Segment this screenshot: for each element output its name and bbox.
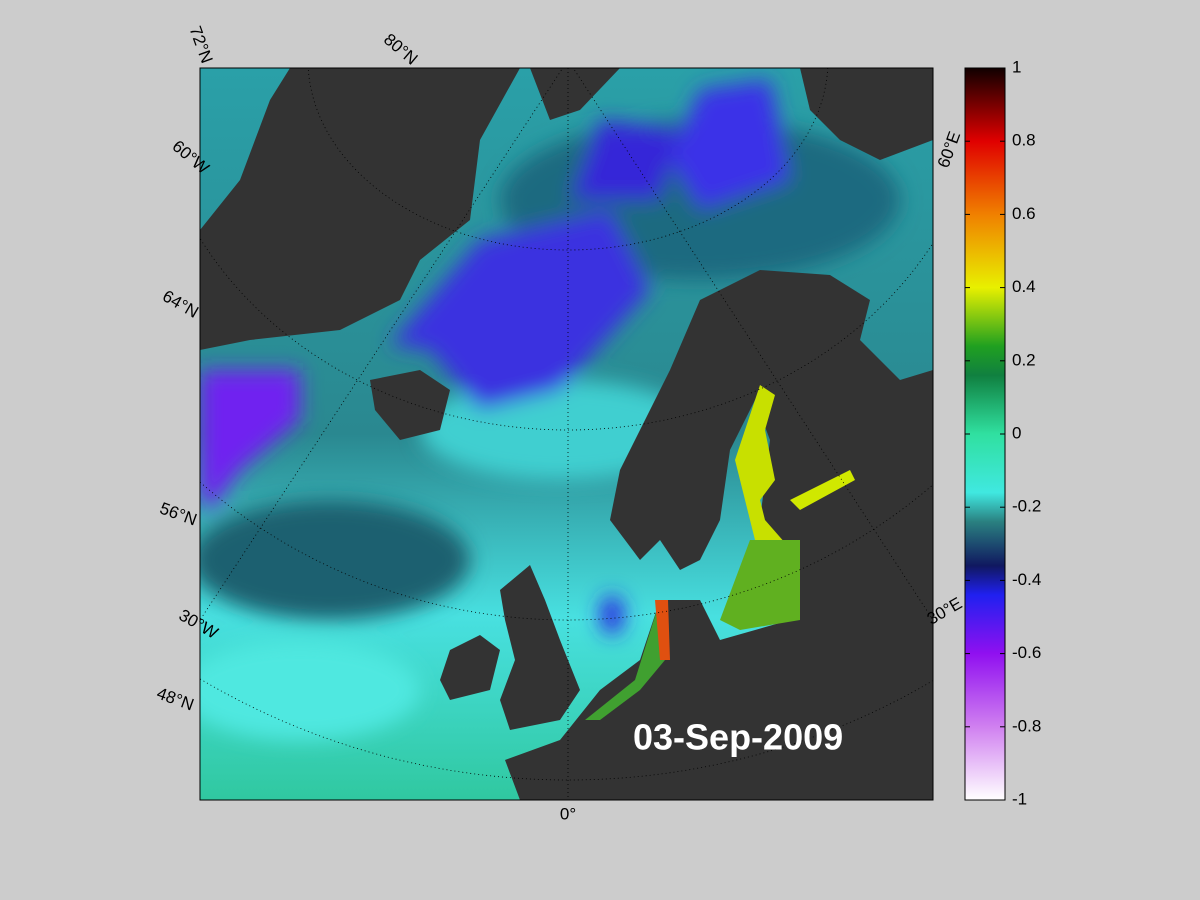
map: 03-Sep-2009: [200, 68, 933, 800]
colorbar-ticks: 1 0.8 0.6 0.4 0.2 0 -0.2 -0.4 -0.6 -0.8 -1: [965, 57, 1041, 808]
date-label: 03-Sep-2009: [633, 717, 843, 758]
colorbar-tick-label: 0.8: [1012, 131, 1036, 150]
colorbar-tick-label: -0.4: [1012, 570, 1041, 589]
colorbar-tick-label: 0.4: [1012, 277, 1036, 296]
colorbar-tick-label: -1: [1012, 789, 1027, 808]
graticule-label: 48°N: [154, 684, 196, 715]
graticule-label: 0°: [560, 804, 576, 823]
colorbar-tick-label: 0: [1012, 423, 1021, 442]
colorbar-tick-label: -0.6: [1012, 643, 1041, 662]
colorbar-tick-label: 0.2: [1012, 350, 1036, 369]
graticule-label: 80°N: [380, 30, 421, 69]
colorbar-tick-label: 1: [1012, 57, 1021, 76]
graticule-label: 64°N: [159, 286, 201, 321]
colorbar-tick-label: -0.8: [1012, 716, 1041, 735]
colorbar-tick-label: 0.6: [1012, 204, 1036, 223]
graticule-label: 72°N: [186, 24, 217, 66]
graticule-label: 56°N: [157, 499, 199, 530]
graticule-label: 60°E: [934, 129, 965, 170]
colorbar: [964, 67, 1006, 801]
map-frame: [199, 67, 934, 801]
colorbar-tick-label: -0.2: [1012, 497, 1041, 516]
